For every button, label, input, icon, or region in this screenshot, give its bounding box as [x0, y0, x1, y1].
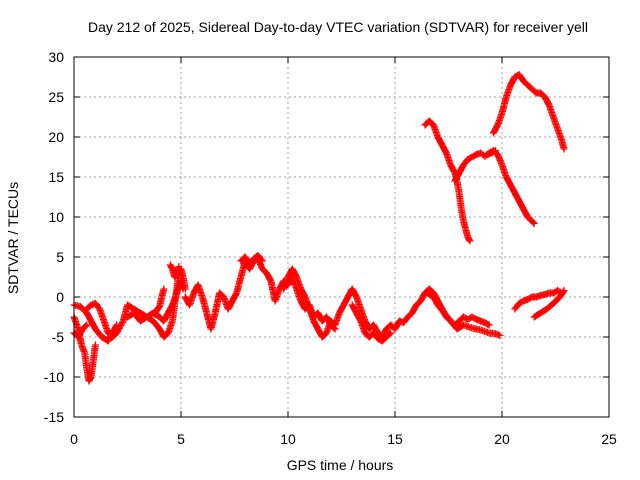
data-point [466, 237, 474, 245]
plot-frame [73, 56, 610, 418]
data-point [258, 257, 266, 265]
data-point [559, 288, 567, 296]
data-point [560, 287, 568, 295]
y-tick-label: 0 [56, 289, 64, 305]
y-tick-label: 15 [48, 169, 64, 185]
data-point [83, 321, 91, 329]
data-point [387, 329, 395, 337]
data-point [114, 328, 122, 335]
data-point [386, 330, 394, 338]
data-point [175, 263, 183, 271]
data-point [530, 219, 538, 227]
y-tick-label: 10 [48, 209, 64, 225]
data-point [529, 218, 537, 226]
y-tick-label: -5 [52, 329, 65, 345]
data-point [181, 285, 189, 293]
x-tick-label: 20 [494, 431, 510, 447]
x-tick-label: 25 [601, 431, 617, 447]
data-point [490, 147, 498, 155]
data-point [266, 276, 274, 284]
data-points [70, 71, 568, 385]
data-point [496, 331, 504, 339]
grid-lines [74, 57, 609, 417]
data-point [91, 341, 99, 349]
x-tick-label: 15 [387, 431, 403, 447]
data-point [82, 322, 90, 330]
data-point [118, 319, 126, 326]
data-point [465, 236, 473, 244]
y-tick-label: -15 [44, 409, 64, 425]
data-point [257, 256, 265, 264]
data-point [560, 145, 568, 153]
data-point [86, 374, 94, 382]
y-tick-label: 20 [48, 129, 64, 145]
data-point [113, 329, 121, 337]
data-point [116, 323, 124, 331]
chart-title: Day 212 of 2025, Sidereal Day-to-day VTE… [88, 19, 588, 35]
x-tick-label: 10 [280, 431, 296, 447]
data-point [160, 285, 168, 293]
y-tick-label: -10 [44, 369, 64, 385]
axis-ticks [73, 56, 610, 418]
y-tick-label: 25 [48, 89, 64, 105]
y-tick-label: 5 [56, 249, 64, 265]
data-point [114, 326, 122, 334]
x-tick-label: 0 [70, 431, 78, 447]
y-axis-title: SDTVAR / TECUs [5, 182, 21, 294]
x-tick-label: 5 [177, 431, 185, 447]
data-point [115, 325, 123, 332]
data-point [492, 147, 500, 155]
data-point [485, 321, 493, 329]
y-tick-label: 30 [48, 49, 64, 65]
data-point [484, 320, 492, 328]
data-point [117, 322, 125, 329]
data-point [118, 320, 126, 328]
x-tick-labels: 0 5 10 15 20 25 [70, 431, 617, 447]
x-axis-title: GPS time / hours [287, 457, 394, 473]
y-tick-labels: -15 -10 -5 0 5 10 15 20 25 30 [44, 49, 64, 425]
